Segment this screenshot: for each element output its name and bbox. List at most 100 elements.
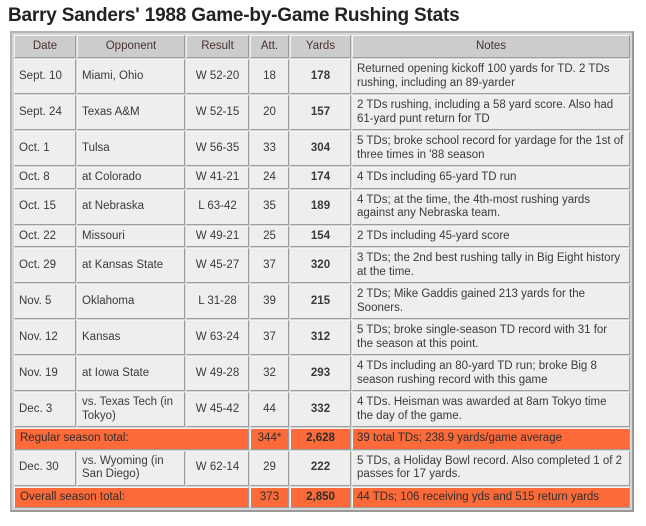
table-row: Dec. 3 vs. Texas Tech (in Tokyo) W 45-42 44… [14, 392, 630, 427]
table-row: Nov. 12 Kansas W 63-24 37 312 5 TDs; broke si… [14, 320, 630, 355]
cell-date: Oct. 15 [14, 189, 76, 225]
cell-att: 37 [250, 248, 289, 283]
cell-result: W 45-27 [186, 248, 249, 283]
total-att-cell: 373 [250, 486, 289, 508]
table-row: Sept. 10 Miami, Ohio W 52-20 18 178 Returned … [14, 59, 630, 94]
cell-result: W 52-15 [186, 95, 249, 130]
total-label: Regular season total: [14, 428, 249, 450]
total-label: Overall season total: [14, 486, 249, 508]
cell-yards: 320 [290, 248, 351, 283]
cell-date: Dec. 3 [14, 392, 76, 427]
cell-opp: Miami, Ohio [77, 59, 185, 94]
cell-result: W 62-14 [186, 450, 249, 486]
column-header-notes: Notes [352, 35, 630, 58]
cell-date: Nov. 19 [14, 356, 76, 391]
cell-notes: 4 TDs including 65-yard TD run [352, 167, 630, 189]
cell-result: W 56-35 [186, 131, 249, 166]
total-row: Overall season total: 373 2,850 44 TDs; 106… [14, 486, 630, 508]
column-header-opp: Opponent [77, 35, 185, 58]
stats-table-frame: Date Opponent Result Att. Yards Notes Sept. 1… [10, 31, 634, 512]
page-title: Barry Sanders' 1988 Game-by-Game Rushing… [8, 5, 460, 26]
table-row: Sept. 24 Texas A&M W 52-15 20 157 2 TDs rushi… [14, 95, 630, 130]
cell-result: W 45-42 [186, 392, 249, 427]
table-row: Oct. 29 at Kansas State W 45-27 37 320 3 TDs;… [14, 248, 630, 283]
cell-notes: 4 TDs; at the time, the 4th-most rushing… [352, 189, 630, 225]
cell-att: 44 [250, 392, 289, 427]
table-header-row: Date Opponent Result Att. Yards Notes [14, 35, 630, 58]
cell-att: 29 [250, 450, 289, 486]
cell-opp: at Colorado [77, 167, 185, 189]
cell-att: 20 [250, 95, 289, 130]
cell-att: 35 [250, 189, 289, 225]
table-body: Sept. 10 Miami, Ohio W 52-20 18 178 Returned … [14, 59, 630, 508]
cell-result: L 63-42 [186, 189, 249, 225]
cell-result: W 49-28 [186, 356, 249, 391]
cell-att: 39 [250, 284, 289, 319]
table-row: Oct. 8 at Colorado W 41-21 24 174 4 TDs inclu… [14, 167, 630, 189]
total-yards-cell: 2,628 [290, 428, 351, 450]
cell-date: Nov. 5 [14, 284, 76, 319]
cell-att: 18 [250, 59, 289, 94]
cell-yards: 304 [290, 131, 351, 166]
cell-date: Sept. 10 [14, 59, 76, 94]
cell-notes: 4 TDs including an 80-yard TD run; broke… [352, 356, 630, 391]
table-header: Date Opponent Result Att. Yards Notes [14, 35, 630, 58]
cell-notes: 2 TDs including 45-yard score [352, 225, 630, 247]
table-row: Nov. 5 Oklahoma L 31-28 39 215 2 TDs; Mike Ga… [14, 284, 630, 319]
cell-opp: Texas A&M [77, 95, 185, 130]
rushing-stats-table: Date Opponent Result Att. Yards Notes Sept. 1… [13, 34, 631, 509]
cell-date: Oct. 1 [14, 131, 76, 166]
cell-opp: at Nebraska [77, 189, 185, 225]
table-row: Nov. 19 at Iowa State W 49-28 32 293 4 TDs in… [14, 356, 630, 391]
cell-yards: 174 [290, 167, 351, 189]
cell-notes: 4 TDs. Heisman was awarded at 8am Tokyo … [352, 392, 630, 427]
cell-date: Nov. 12 [14, 320, 76, 355]
total-yards-cell: 2,850 [290, 486, 351, 508]
total-notes-cell: 39 total TDs; 238.9 yards/game average [352, 428, 630, 450]
table-row: Oct. 22 Missouri W 49-21 25 154 2 TDs includi… [14, 225, 630, 247]
column-header-att: Att. [250, 35, 289, 58]
cell-yards: 178 [290, 59, 351, 94]
cell-att: 24 [250, 167, 289, 189]
cell-date: Sept. 24 [14, 95, 76, 130]
cell-result: W 52-20 [186, 59, 249, 94]
cell-notes: 5 TDs; broke single-season TD record wit… [352, 320, 630, 355]
table-row: Dec. 30 vs. Wyoming (in San Diego) W 62-14… [14, 450, 630, 486]
cell-notes: Returned opening kickoff 100 yards for T… [352, 59, 630, 94]
cell-opp: Missouri [77, 225, 185, 247]
cell-att: 32 [250, 356, 289, 391]
cell-notes: 2 TDs rushing, including a 58 yard score… [352, 95, 630, 130]
cell-result: W 49-21 [186, 225, 249, 247]
cell-yards: 189 [290, 189, 351, 225]
cell-notes: 2 TDs; Mike Gaddis gained 213 yards for … [352, 284, 630, 319]
cell-att: 33 [250, 131, 289, 166]
cell-yards: 222 [290, 450, 351, 486]
column-header-yards: Yards [290, 35, 351, 58]
cell-result: W 41-21 [186, 167, 249, 189]
cell-notes: 5 TDs, a Holiday Bowl record. Also compl… [352, 450, 630, 486]
cell-att: 25 [250, 225, 289, 247]
cell-result: W 63-24 [186, 320, 249, 355]
table-row: Oct. 15 at Nebraska L 63-42 35 189 4 TDs; at … [14, 189, 630, 225]
cell-yards: 215 [290, 284, 351, 319]
cell-yards: 332 [290, 392, 351, 427]
cell-date: Oct. 29 [14, 248, 76, 283]
total-row: Regular season total: 344* 2,628 39 total T… [14, 428, 630, 450]
cell-yards: 293 [290, 356, 351, 391]
cell-date: Oct. 8 [14, 167, 76, 189]
cell-date: Dec. 30 [14, 450, 76, 486]
cell-opp: Tulsa [77, 131, 185, 166]
cell-opp: vs. Wyoming (in San Diego) [77, 450, 185, 486]
cell-opp: vs. Texas Tech (in Tokyo) [77, 392, 185, 427]
total-notes-cell: 44 TDs; 106 receiving yds and 515 return… [352, 486, 630, 508]
cell-att: 37 [250, 320, 289, 355]
cell-notes: 3 TDs; the 2nd best rushing tally in Big… [352, 248, 630, 283]
cell-opp: Oklahoma [77, 284, 185, 319]
cell-yards: 154 [290, 225, 351, 247]
cell-yards: 157 [290, 95, 351, 130]
cell-date: Oct. 22 [14, 225, 76, 247]
cell-result: L 31-28 [186, 284, 249, 319]
column-header-result: Result [186, 35, 249, 58]
cell-opp: Kansas [77, 320, 185, 355]
cell-opp: at Iowa State [77, 356, 185, 391]
